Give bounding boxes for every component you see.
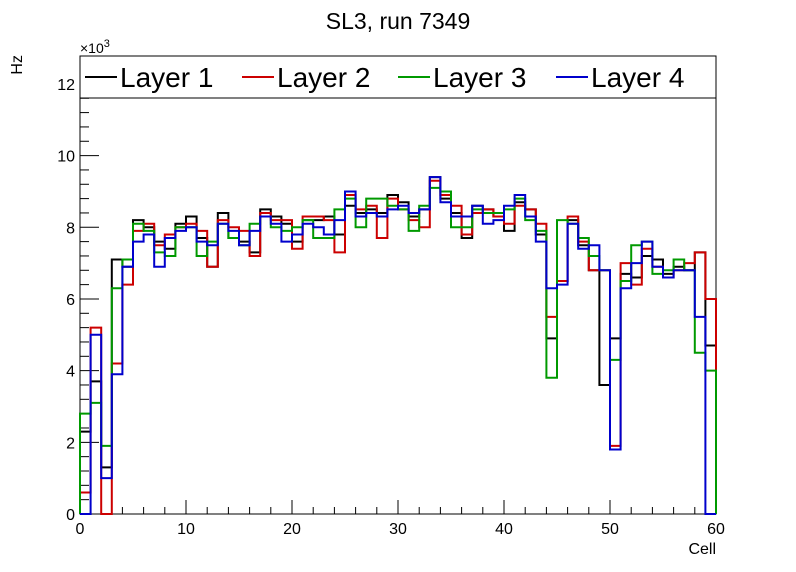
y-tick-label: 12	[57, 77, 75, 94]
chart-title: SL3, run 7349	[326, 8, 471, 34]
y-axis-multiplier-base: ×10	[80, 40, 104, 56]
y-tick-label: 10	[57, 149, 75, 166]
x-tick-label: 50	[601, 521, 619, 538]
legend: Layer 1 Layer 2 Layer 3 Layer 4	[79, 55, 717, 99]
series-line-layer-4	[80, 176, 716, 515]
x-tick-label: 40	[495, 521, 513, 538]
x-axis-ticks: 0 10 20 30 40 50 60	[76, 500, 725, 538]
legend-label-layer-2: Layer 2	[277, 62, 370, 93]
x-tick-label: 10	[177, 521, 195, 538]
x-tick-label: 30	[389, 521, 407, 538]
y-tick-label: 0	[66, 507, 75, 524]
y-tick-label: 2	[66, 435, 75, 452]
y-tick-label: 4	[66, 364, 75, 381]
x-axis-label: Cell	[688, 541, 716, 558]
y-tick-label: 6	[66, 292, 75, 309]
y-axis-label: Hz	[9, 55, 26, 75]
y-axis-multiplier: ×103	[80, 38, 110, 56]
legend-label-layer-1: Layer 1	[120, 62, 213, 93]
legend-label-layer-3: Layer 3	[433, 62, 526, 93]
y-axis-multiplier-exponent: 3	[104, 38, 110, 50]
y-tick-label: 8	[66, 220, 75, 237]
x-tick-label: 60	[707, 521, 725, 538]
x-tick-label: 0	[76, 521, 85, 538]
legend-label-layer-4: Layer 4	[591, 62, 684, 93]
series-group	[79, 176, 717, 515]
x-tick-label: 20	[283, 521, 301, 538]
